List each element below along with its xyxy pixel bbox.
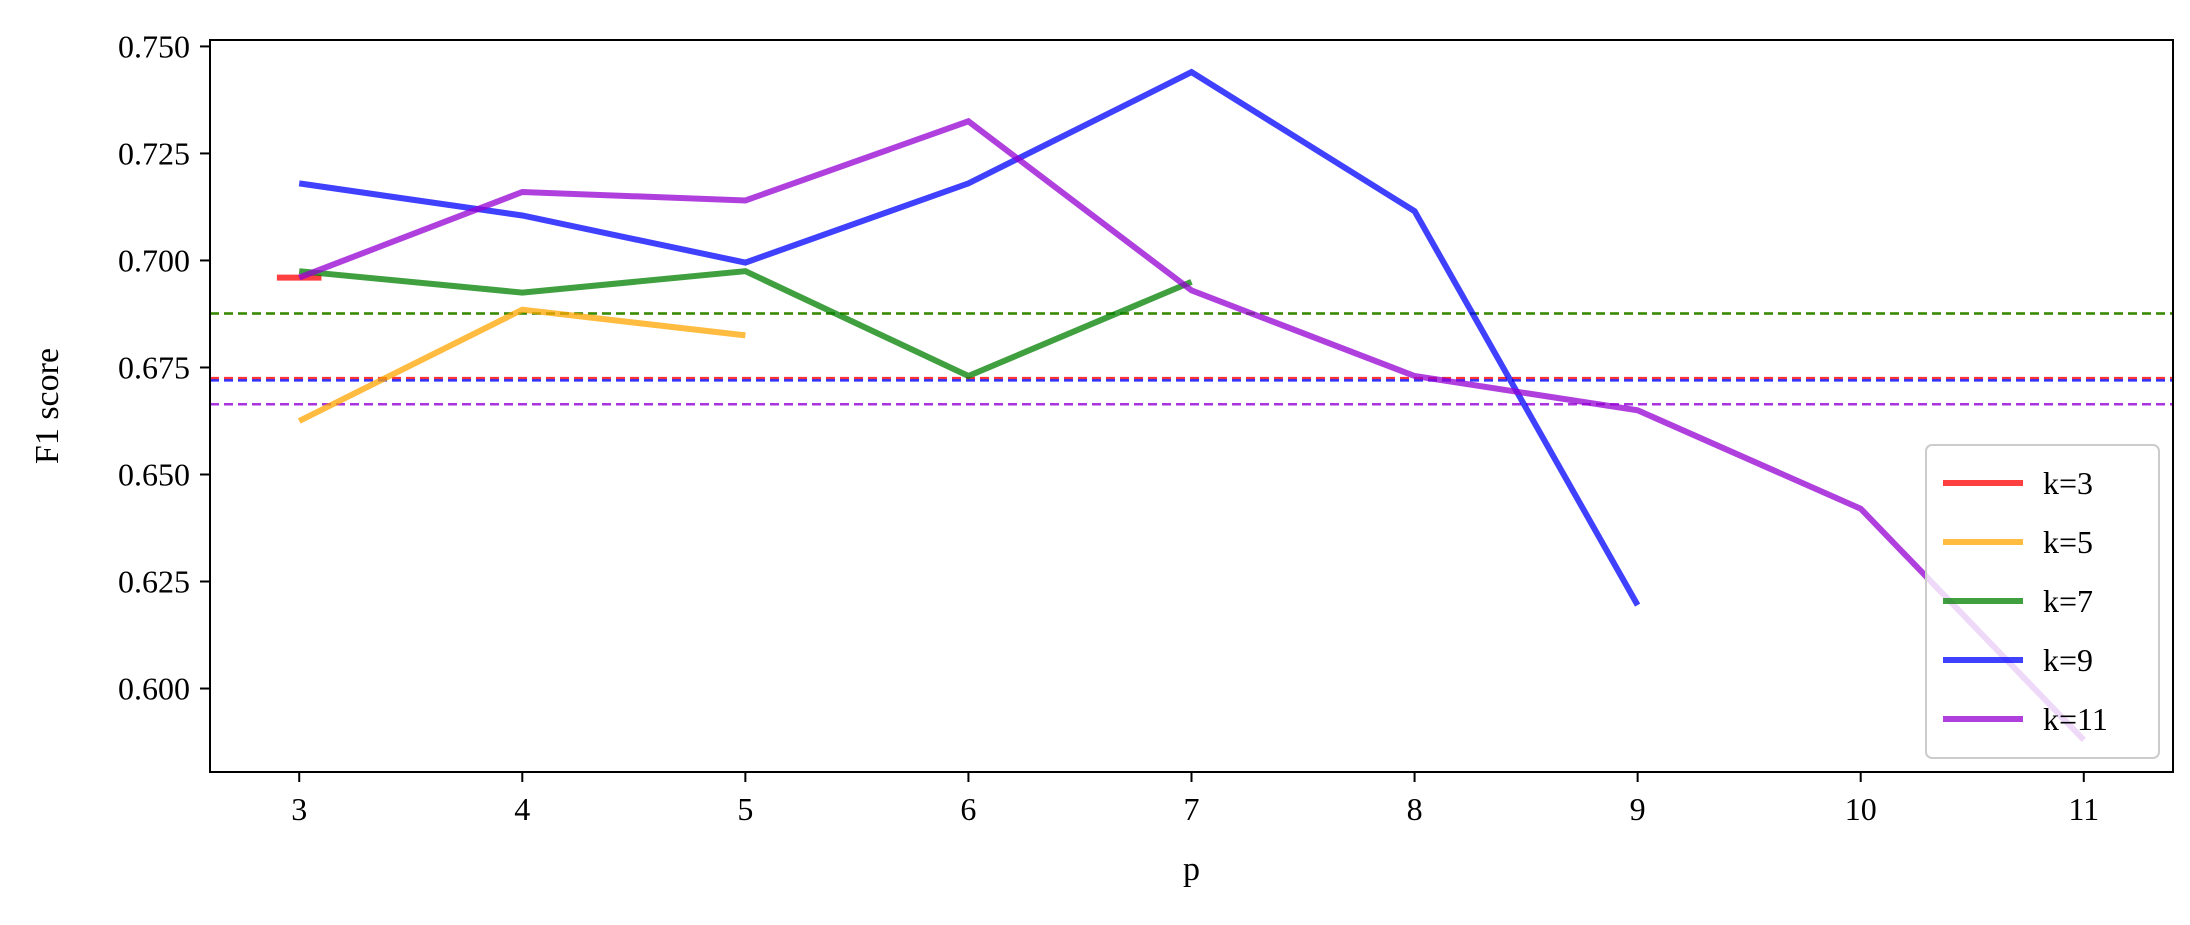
x-tick-label: 10 bbox=[1845, 791, 1877, 827]
x-axis-label: p bbox=[1183, 851, 1200, 888]
y-tick-label: 0.675 bbox=[118, 349, 190, 385]
legend: k=3 k=5 k=7 k=9 k=11 bbox=[1925, 444, 2160, 759]
legend-box bbox=[1925, 444, 2160, 759]
x-tick-label: 4 bbox=[514, 791, 530, 827]
legend-label: k=9 bbox=[2043, 642, 2093, 678]
legend-label: k=11 bbox=[2043, 701, 2108, 737]
x-tick-label: 7 bbox=[1184, 791, 1200, 827]
y-tick-label: 0.625 bbox=[118, 564, 190, 600]
x-tick-label: 5 bbox=[737, 791, 753, 827]
series-line-k-9 bbox=[298, 68, 1641, 607]
legend-label: k=7 bbox=[2043, 583, 2093, 619]
x-tick-label: 3 bbox=[291, 791, 307, 827]
series-line-k-11 bbox=[298, 117, 2086, 742]
y-tick-label: 0.650 bbox=[118, 456, 190, 492]
x-tick-label: 11 bbox=[2068, 791, 2099, 827]
x-tick-label: 9 bbox=[1630, 791, 1646, 827]
y-tick-label: 0.750 bbox=[118, 28, 190, 64]
series-line-k-5 bbox=[297, 306, 746, 424]
y-tick-label: 0.725 bbox=[118, 135, 190, 171]
y-tick-label: 0.600 bbox=[118, 671, 190, 707]
x-tick-label: 6 bbox=[960, 791, 976, 827]
axes: 3 4 5 6 7 8 9 10 11 0.600 0.625 0.650 0.675 0.700 0.72… bbox=[118, 28, 2174, 827]
legend-label: k=3 bbox=[2043, 465, 2093, 501]
y-tick-label: 0.700 bbox=[118, 242, 190, 278]
legend-label: k=5 bbox=[2043, 524, 2093, 560]
y-axis-label: F1 score bbox=[29, 348, 66, 464]
series-lines bbox=[276, 68, 2086, 742]
x-tick-label: 8 bbox=[1407, 791, 1423, 827]
series-line-k-7 bbox=[298, 268, 1193, 380]
